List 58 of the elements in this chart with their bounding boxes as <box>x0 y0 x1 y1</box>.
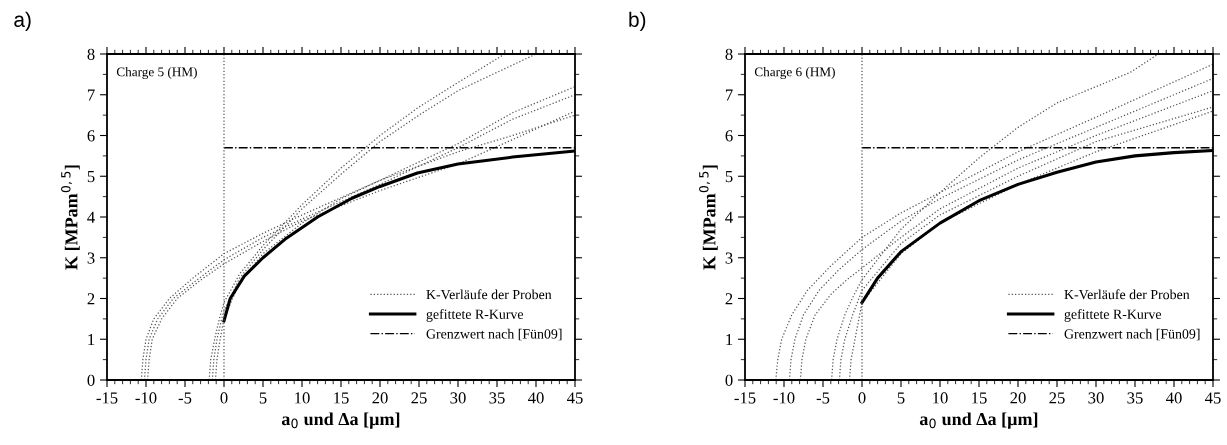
y-tick-label: 3 <box>725 252 733 264</box>
x-tick-label: -15 <box>734 392 756 404</box>
y-tick-label: 6 <box>725 130 733 142</box>
x-tick-label: 10 <box>933 392 948 404</box>
y-tick-label: 2 <box>87 293 95 305</box>
x-tick-label: -5 <box>178 392 192 404</box>
x-tick-label: 40 <box>1165 392 1182 404</box>
y-tick-label: 7 <box>725 89 733 101</box>
x-tick-label: 5 <box>259 392 267 404</box>
legend-label: Grenzwert nach [Fün09] <box>426 328 562 341</box>
y-tick-label: 6 <box>87 130 95 142</box>
x-tick-label: 45 <box>566 392 583 404</box>
x-tick-label: 15 <box>972 392 987 404</box>
y-axis-title: K [MPam$^{0,5}$] <box>61 165 80 270</box>
text: b) <box>629 11 646 32</box>
y-tick-label: 4 <box>87 211 95 223</box>
x-tick-label: -10 <box>135 392 157 404</box>
legend-label: Grenzwert nach [Fün09] <box>1064 328 1200 341</box>
x-tick-label: -15 <box>96 392 118 404</box>
x-tick-label: 35 <box>1127 392 1143 404</box>
x-tick-label: 5 <box>897 392 905 404</box>
y-tick-label: 3 <box>87 252 95 264</box>
text: a) <box>14 11 31 32</box>
x-axis-title: a$_{0}$ und Δa [µm] <box>281 412 400 429</box>
x-tick-label: 15 <box>334 392 349 404</box>
x-tick-label: 25 <box>411 392 427 404</box>
x-axis-title: a$_{0}$ und Δa [µm] <box>919 412 1038 429</box>
y-tick-label: 5 <box>87 171 95 183</box>
x-tick-label: 35 <box>489 392 505 404</box>
annotation: Charge 6 (HM) <box>754 67 835 80</box>
legend-label: K-Verläufe der Proben <box>1064 289 1190 300</box>
y-tick-label: 1 <box>88 334 95 346</box>
x-tick-label: 25 <box>1049 392 1065 404</box>
x-tick-label: 45 <box>1204 392 1221 404</box>
legend-label: gefittete R-Kurve <box>426 309 524 322</box>
y-tick-label: 0 <box>725 374 733 386</box>
y-tick-label: 8 <box>725 48 733 60</box>
x-tick-label: -5 <box>816 392 830 404</box>
y-tick-label: 4 <box>725 211 733 223</box>
y-tick-label: 0 <box>87 374 95 386</box>
y-tick-label: 2 <box>725 293 733 305</box>
legend-label: gefittete R-Kurve <box>1064 309 1162 322</box>
y-axis-title: K [MPam$^{0,5}$] <box>699 165 718 270</box>
x-tick-label: 20 <box>372 392 388 404</box>
x-tick-label: 10 <box>295 392 310 404</box>
y-tick-label: 8 <box>87 48 95 60</box>
y-tick-label: 1 <box>726 334 733 346</box>
x-tick-label: 0 <box>858 392 866 404</box>
y-tick-label: 5 <box>725 171 733 183</box>
x-tick-label: 40 <box>527 392 544 404</box>
x-tick-label: 30 <box>450 392 466 404</box>
annotation: Charge 5 (HM) <box>116 67 197 80</box>
legend-label: K-Verläufe der Proben <box>426 289 552 300</box>
x-tick-label: 0 <box>220 392 228 404</box>
x-tick-label: 30 <box>1088 392 1104 404</box>
y-tick-label: 7 <box>87 89 95 101</box>
x-tick-label: -10 <box>773 392 795 404</box>
x-tick-label: 20 <box>1010 392 1026 404</box>
